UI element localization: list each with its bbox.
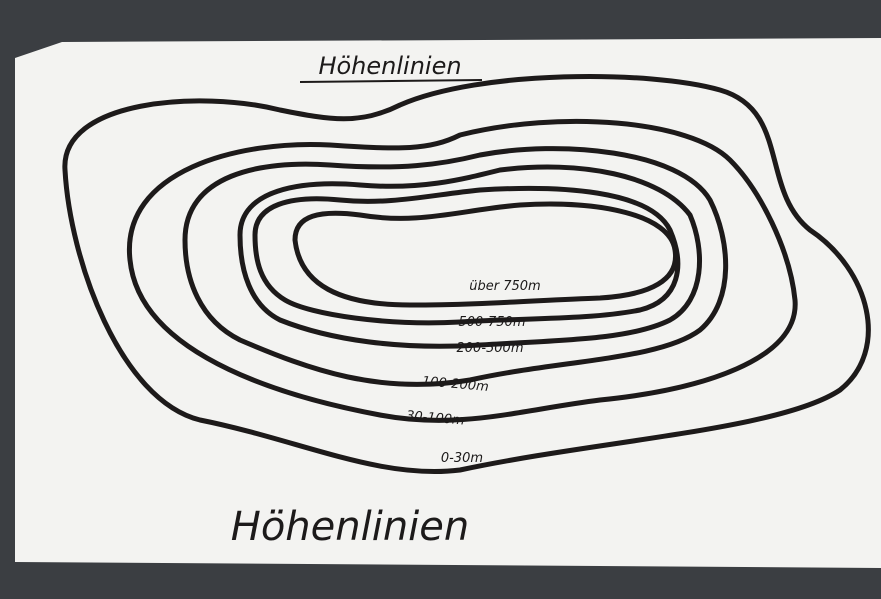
caption: Höhenlinien <box>231 504 470 550</box>
page: {"title": "Höhenlinien", "caption": "Höh… <box>0 0 881 599</box>
contour-label: 500-750m <box>459 315 526 330</box>
contour-label: 200-500m <box>457 341 524 356</box>
contour-label: 0-30m <box>441 451 483 466</box>
title: Höhenlinien <box>318 52 461 80</box>
contour-label: über 750m <box>469 279 540 294</box>
photo: Höhenlinien über 750m 500-750m 200-500m … <box>0 0 881 599</box>
